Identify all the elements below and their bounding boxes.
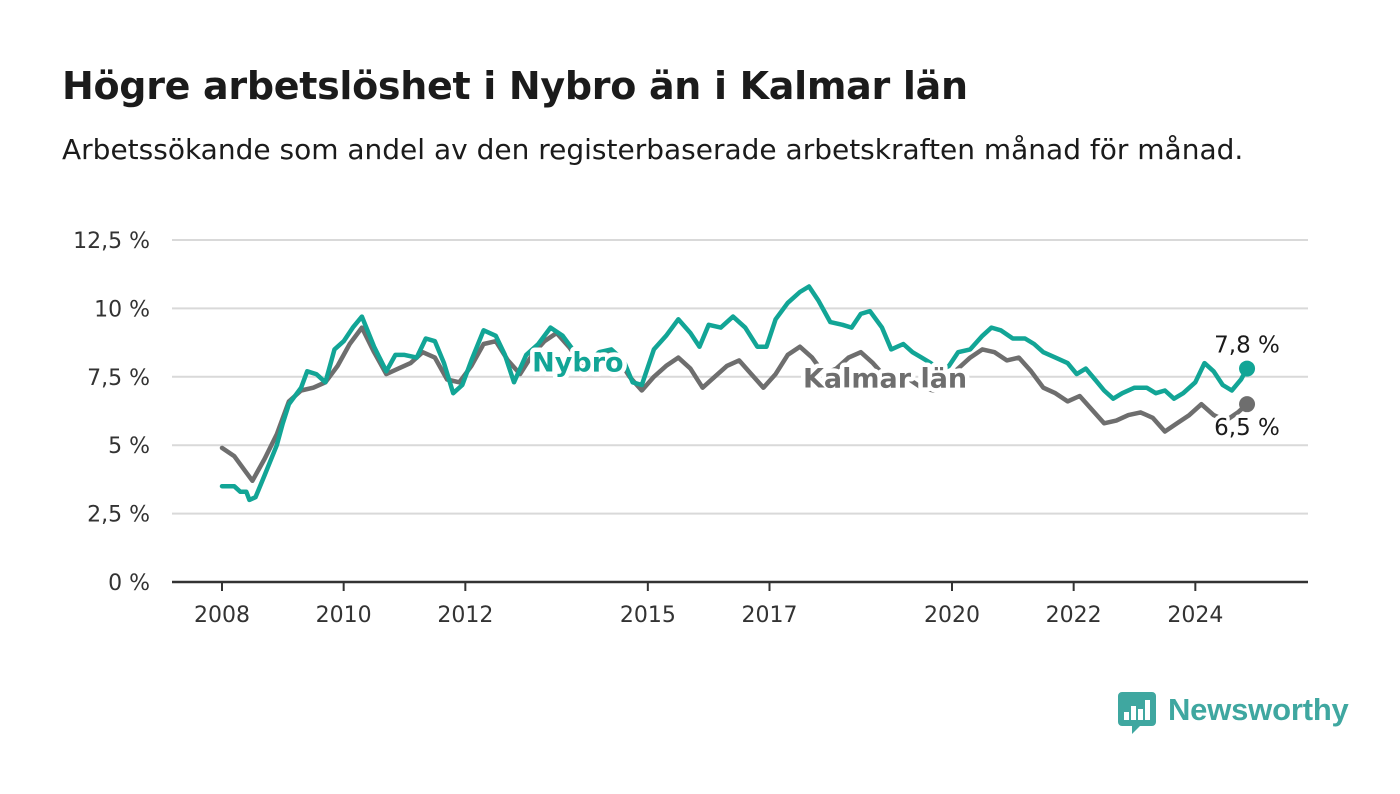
x-tick-label: 2008 — [194, 603, 250, 628]
x-tick-label: 2022 — [1046, 603, 1102, 628]
brand-name: Newsworthy — [1168, 692, 1349, 727]
y-tick-label: 10 % — [94, 297, 150, 322]
y-tick-label: 7,5 % — [87, 366, 150, 391]
end-value-label: 7,8 % — [1214, 333, 1280, 359]
x-tick-label: 2020 — [924, 603, 980, 628]
x-tick-label: 2024 — [1167, 603, 1223, 628]
end-value-label: 6,5 % — [1214, 415, 1280, 441]
newsworthy-logo-icon — [1118, 692, 1156, 734]
series-line-nybro — [219, 284, 1250, 503]
end-point-kalmar-län — [1239, 396, 1256, 413]
y-tick-label: 12,5 % — [73, 229, 150, 254]
y-tick-label: 5 % — [108, 434, 150, 459]
chart-title: Högre arbetslöshet i Nybro än i Kalmar l… — [62, 64, 968, 108]
x-tick-label: 2012 — [437, 603, 493, 628]
y-tick-label: 2,5 % — [87, 503, 150, 528]
end-value-label-halo: 7,8 % — [1214, 333, 1280, 359]
newsworthy-logo[interactable]: Newsworthy — [1118, 690, 1358, 736]
x-tick-label: 2015 — [620, 603, 676, 628]
series-label-halo: Kalmar län — [803, 364, 967, 395]
x-tick-label: 2010 — [316, 603, 372, 628]
series-line-kalmar-län — [219, 325, 1250, 484]
y-tick-label: 0 % — [108, 571, 150, 596]
series-label: Kalmar län — [803, 364, 967, 395]
end-point-nybro — [1239, 360, 1256, 377]
x-tick-label: 2017 — [742, 603, 798, 628]
end-value-label-halo: 6,5 % — [1214, 415, 1280, 441]
chart-subtitle: Arbetssökande som andel av den registerb… — [62, 133, 1244, 166]
series-label: Nybro — [532, 347, 623, 378]
series-label-halo: Nybro — [532, 347, 623, 378]
